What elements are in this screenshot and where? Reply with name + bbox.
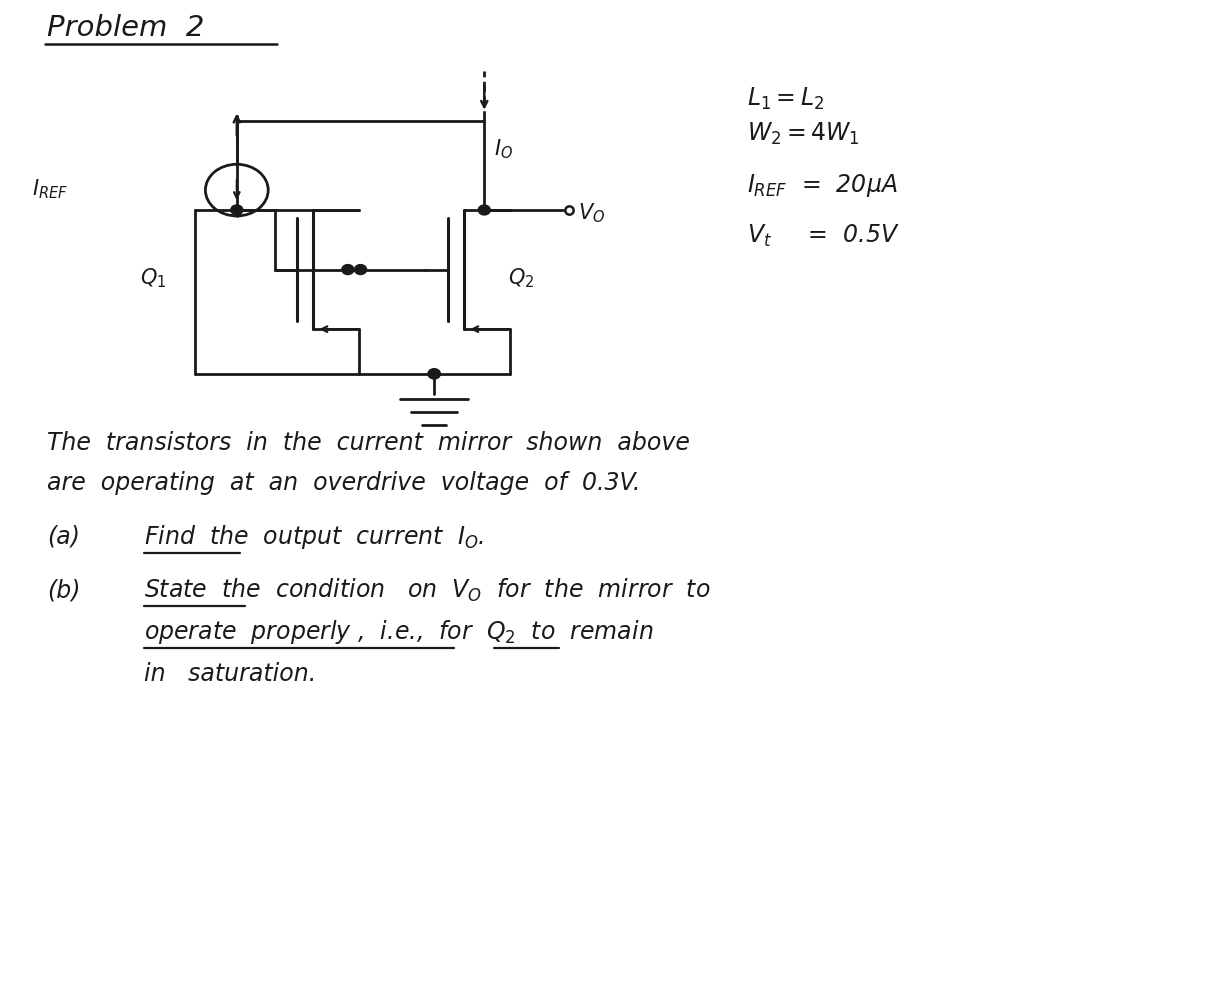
Text: $L_1 = L_2$: $L_1 = L_2$ xyxy=(748,86,825,112)
Circle shape xyxy=(342,265,353,275)
Text: $Q_1$: $Q_1$ xyxy=(140,267,167,290)
Text: Problem  2: Problem 2 xyxy=(47,14,204,42)
Circle shape xyxy=(231,205,243,215)
Circle shape xyxy=(478,205,490,215)
Text: are  operating  at  an  overdrive  voltage  of  0.3V.: are operating at an overdrive voltage of… xyxy=(47,471,640,495)
Text: $I_O$: $I_O$ xyxy=(494,137,513,161)
Text: $Q_2$: $Q_2$ xyxy=(508,267,535,290)
Text: $V_t$     =  0.5V: $V_t$ = 0.5V xyxy=(748,223,900,249)
Text: in   saturation.: in saturation. xyxy=(144,661,316,686)
Text: The  transistors  in  the  current  mirror  shown  above: The transistors in the current mirror sh… xyxy=(47,431,690,455)
Text: (a): (a) xyxy=(47,525,80,549)
Circle shape xyxy=(428,369,440,378)
Circle shape xyxy=(428,369,440,378)
Text: Find  the  output  current  $I_O$.: Find the output current $I_O$. xyxy=(144,523,484,551)
Text: operate  properly ,  i.e.,  for  $Q_2$  to  remain: operate properly , i.e., for $Q_2$ to re… xyxy=(144,619,653,646)
Text: State  the  condition   on  $V_O$  for  the  mirror  to: State the condition on $V_O$ for the mir… xyxy=(144,577,710,604)
Circle shape xyxy=(355,265,367,275)
Text: (b): (b) xyxy=(47,579,81,603)
Text: $V_O$: $V_O$ xyxy=(578,202,606,225)
Text: $I_{REF}$  =  20$\mu$A: $I_{REF}$ = 20$\mu$A xyxy=(748,172,898,199)
Text: $I_{REF}$: $I_{REF}$ xyxy=(31,177,68,200)
Text: $W_2 = 4W_1$: $W_2 = 4W_1$ xyxy=(748,121,860,146)
